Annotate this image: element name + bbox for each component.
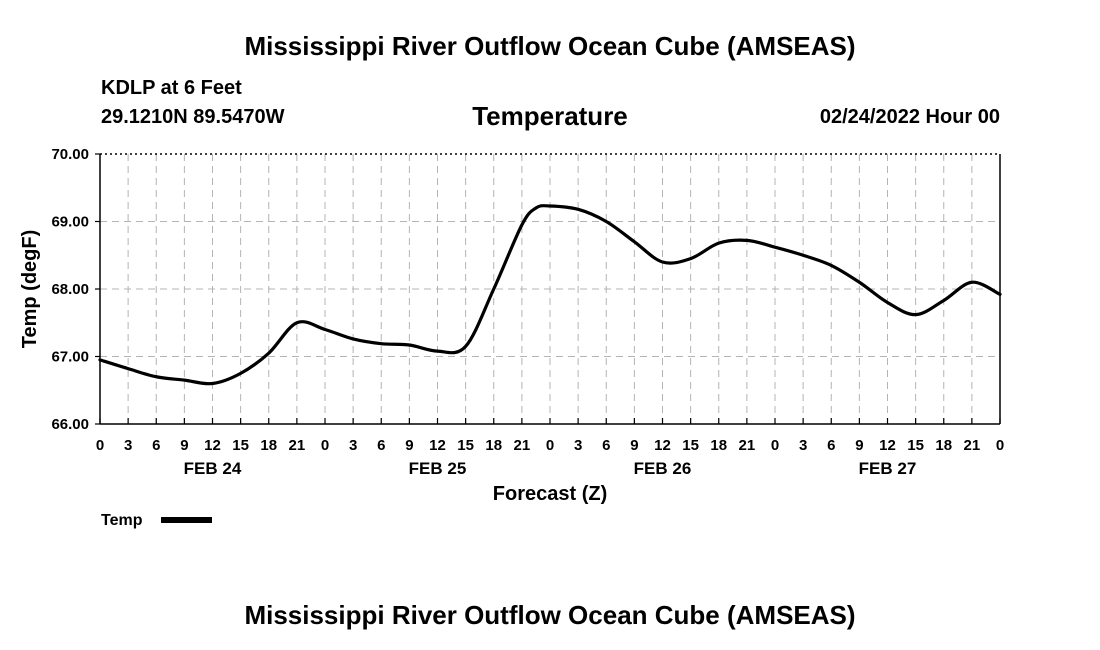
x-tick-label: 15 [457,437,474,454]
temperature-chart: 0 3 6 9 12 15 18 21 0 3 6 9 12 15 18 21 0 3 6 9 12 15 18 21 0 3 6 9… [19,146,1004,529]
chart-variable-title: Temperature [472,101,628,131]
x-tick-label: 3 [349,437,357,454]
x-tick-label: 9 [180,437,188,454]
x-tick-label: 3 [574,437,582,454]
x-tick-label: 15 [682,437,699,454]
page-title: Mississippi River Outflow Ocean Cube (AM… [244,31,856,61]
x-tick-label: 0 [96,437,104,454]
y-tick-label: 66.00 [51,416,89,433]
y-tick-label: 70.00 [51,146,89,163]
temp-series-line [98,204,1002,386]
x-axis-title: Forecast (Z) [493,483,607,505]
footer-title: Mississippi River Outflow Ocean Cube (AM… [244,600,856,630]
y-tick-label: 68.00 [51,281,89,298]
x-tick-label: 3 [799,437,807,454]
x-tick-label: 21 [964,437,981,454]
x-tick-label: 6 [827,437,835,454]
x-tick-label: 12 [204,437,221,454]
legend-label: Temp [101,512,143,529]
x-tick-label: 0 [546,437,554,454]
forecast-datetime: 02/24/2022 Hour 00 [819,106,1000,128]
y-axis-title: Temp (degF) [19,230,41,349]
station-coords: 29.1210N 89.5470W [101,106,285,128]
x-tick-label: 21 [739,437,756,454]
x-tick-label: 0 [321,437,329,454]
x-tick-label: 21 [514,437,531,454]
x-tick-label: 18 [935,437,952,454]
x-tick-label: 3 [124,437,132,454]
x-tick-label: 12 [654,437,671,454]
x-tick-label: 21 [289,437,306,454]
x-tick-label: 6 [602,437,610,454]
day-label: FEB 24 [184,459,242,478]
x-tick-label: 15 [232,437,249,454]
y-tick-label: 69.00 [51,214,89,231]
y-tick-label: 67.00 [51,349,89,366]
x-tick-label: 12 [879,437,896,454]
day-label: FEB 26 [634,459,692,478]
day-label: FEB 25 [409,459,467,478]
x-tick-label: 6 [152,437,160,454]
x-tick-label: 18 [710,437,727,454]
x-tick-label: 0 [771,437,779,454]
x-tick-label: 0 [996,437,1004,454]
x-tick-label: 18 [260,437,277,454]
x-tick-label: 9 [630,437,638,454]
x-tick-label: 12 [429,437,446,454]
x-tick-label: 18 [485,437,502,454]
x-tick-label: 6 [377,437,385,454]
x-tick-label: 9 [405,437,413,454]
station-label: KDLP at 6 Feet [101,77,242,99]
day-label: FEB 27 [859,459,917,478]
x-tick-label: 9 [855,437,863,454]
x-tick-label: 15 [907,437,924,454]
